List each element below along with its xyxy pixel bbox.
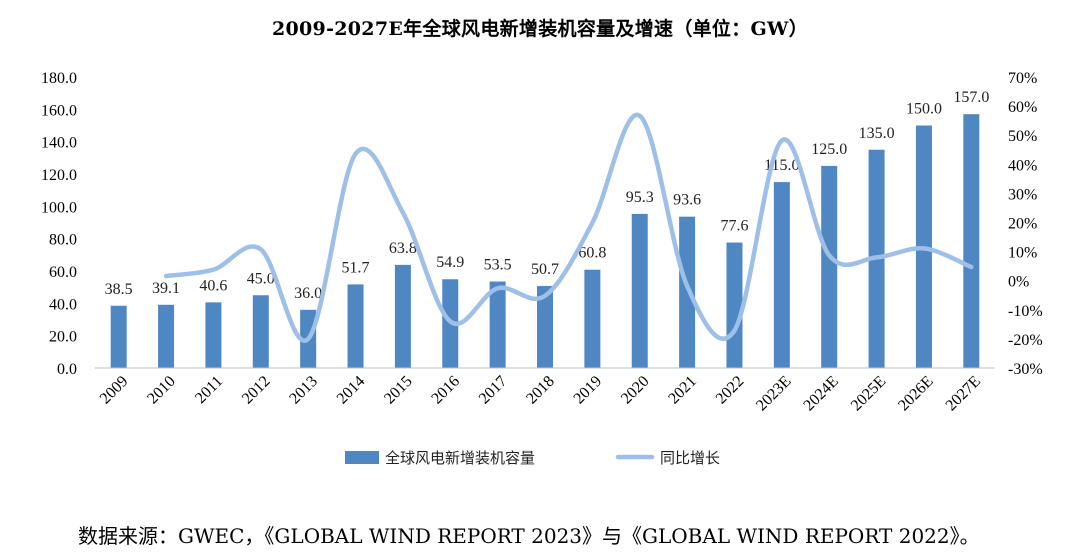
bar: [773, 182, 790, 368]
left-tick-label: 160.0: [41, 102, 77, 119]
bar-value-label: 53.5: [484, 257, 512, 274]
bar-value-label: 36.0: [294, 285, 322, 302]
bar-value-label: 77.6: [720, 218, 748, 235]
x-tick-label: 2024E: [800, 373, 842, 415]
bar: [489, 281, 506, 368]
bar: [821, 165, 838, 368]
left-tick-label: 0.0: [57, 361, 77, 378]
left-tick-label: 80.0: [49, 232, 77, 249]
x-tick-label: 2026E: [895, 373, 937, 415]
left-tick-label: 140.0: [41, 135, 77, 152]
bar-value-label: 157.0: [953, 89, 989, 106]
x-tick-label: 2015: [381, 373, 416, 408]
x-tick-label: 2011: [192, 373, 226, 407]
x-tick-label: 2021: [665, 373, 700, 408]
right-tick-label: 70%: [1008, 70, 1037, 87]
x-tick-label: 2022: [713, 373, 748, 408]
right-tick-label: -30%: [1008, 361, 1043, 378]
x-tick-label: 2025E: [848, 373, 890, 415]
right-tick-label: 0%: [1008, 274, 1029, 291]
chart-title: 2009-2027E年全球风电新增装机容量及增速（单位：GW）: [272, 18, 808, 40]
bar-series: [110, 114, 980, 368]
x-tick-label: 2010: [144, 373, 179, 408]
x-tick-label: 2017: [476, 373, 511, 408]
right-tick-label: 60%: [1008, 99, 1037, 116]
bar-data-labels: 38.5 39.1 40.6 45.0 36.0 51.7 63.8 54.9 53.5 50.7…: [105, 89, 990, 302]
legend: 全球风电新增装机容量 同比增长: [345, 449, 720, 467]
legend-line-label: 同比增长: [660, 449, 720, 467]
bar-value-label: 135.0: [859, 125, 895, 142]
x-tick-label: 2016: [428, 373, 463, 408]
source-note: 数据来源：GWEC，《GLOBAL WIND REPORT 2023》与《GLO…: [78, 524, 980, 548]
x-tick-label: 2023E: [753, 373, 795, 415]
x-tick-label: 2014: [334, 373, 369, 408]
bar: [726, 242, 743, 368]
bar: [679, 216, 696, 368]
x-tick-label: 2020: [618, 373, 653, 408]
bar-value-label: 54.9: [436, 254, 464, 271]
right-axis-ticks: -30% -20% -10% 0% 10% 20% 30% 40% 50% 60% 70%: [1008, 70, 1043, 378]
bar-value-label: 45.0: [247, 270, 275, 287]
left-tick-label: 60.0: [49, 264, 77, 281]
bar-value-label: 93.6: [673, 192, 701, 209]
right-tick-label: 50%: [1008, 128, 1037, 145]
x-tick-label: 2019: [571, 373, 606, 408]
right-tick-label: 30%: [1008, 186, 1037, 203]
left-axis-ticks: 0.0 20.0 40.0 60.0 80.0 100.0 120.0 140.0 160.0 1…: [41, 70, 77, 378]
bar: [205, 302, 222, 368]
bar: [347, 284, 364, 368]
x-tick-label: 2027E: [943, 373, 985, 415]
x-tick-label: 2009: [97, 373, 132, 408]
bar: [631, 213, 648, 368]
bar-value-label: 150.0: [906, 101, 942, 118]
x-tick-label: 2012: [239, 373, 274, 408]
bar: [963, 114, 980, 368]
legend-bar-label: 全球风电新增装机容量: [385, 449, 535, 467]
x-tick-label: 2018: [523, 373, 558, 408]
growth-rate-line: [163, 112, 974, 343]
right-tick-label: -20%: [1008, 332, 1043, 349]
right-tick-label: -10%: [1008, 303, 1043, 320]
right-tick-label: 40%: [1008, 157, 1037, 174]
bar: [394, 264, 411, 368]
right-tick-label: 20%: [1008, 216, 1037, 233]
left-tick-label: 40.0: [49, 296, 77, 313]
left-tick-label: 20.0: [49, 329, 77, 346]
bar-value-label: 125.0: [811, 141, 847, 158]
bar: [584, 269, 601, 368]
x-axis-labels: 2009 2010 2011 2012 2013 2014 2015 2016 2017 2018…: [97, 373, 984, 415]
bar-value-label: 60.8: [578, 245, 606, 262]
bar: [537, 286, 553, 368]
left-tick-label: 180.0: [41, 70, 77, 87]
bar-value-label: 50.7: [531, 261, 559, 278]
bar-value-label: 95.3: [626, 189, 654, 206]
bar-value-label: 39.1: [152, 280, 180, 297]
bar: [252, 295, 269, 368]
bar-value-label: 51.7: [342, 259, 370, 276]
bar: [110, 305, 127, 368]
bar-value-label: 38.5: [105, 281, 133, 298]
left-tick-label: 120.0: [41, 167, 77, 184]
legend-bar-swatch: [345, 451, 379, 464]
bar-value-label: 63.8: [389, 240, 417, 257]
right-tick-label: 10%: [1008, 245, 1037, 262]
bar-value-label: 40.6: [199, 277, 227, 294]
left-tick-label: 100.0: [41, 199, 77, 216]
bar: [158, 304, 175, 368]
x-tick-label: 2013: [286, 373, 321, 408]
